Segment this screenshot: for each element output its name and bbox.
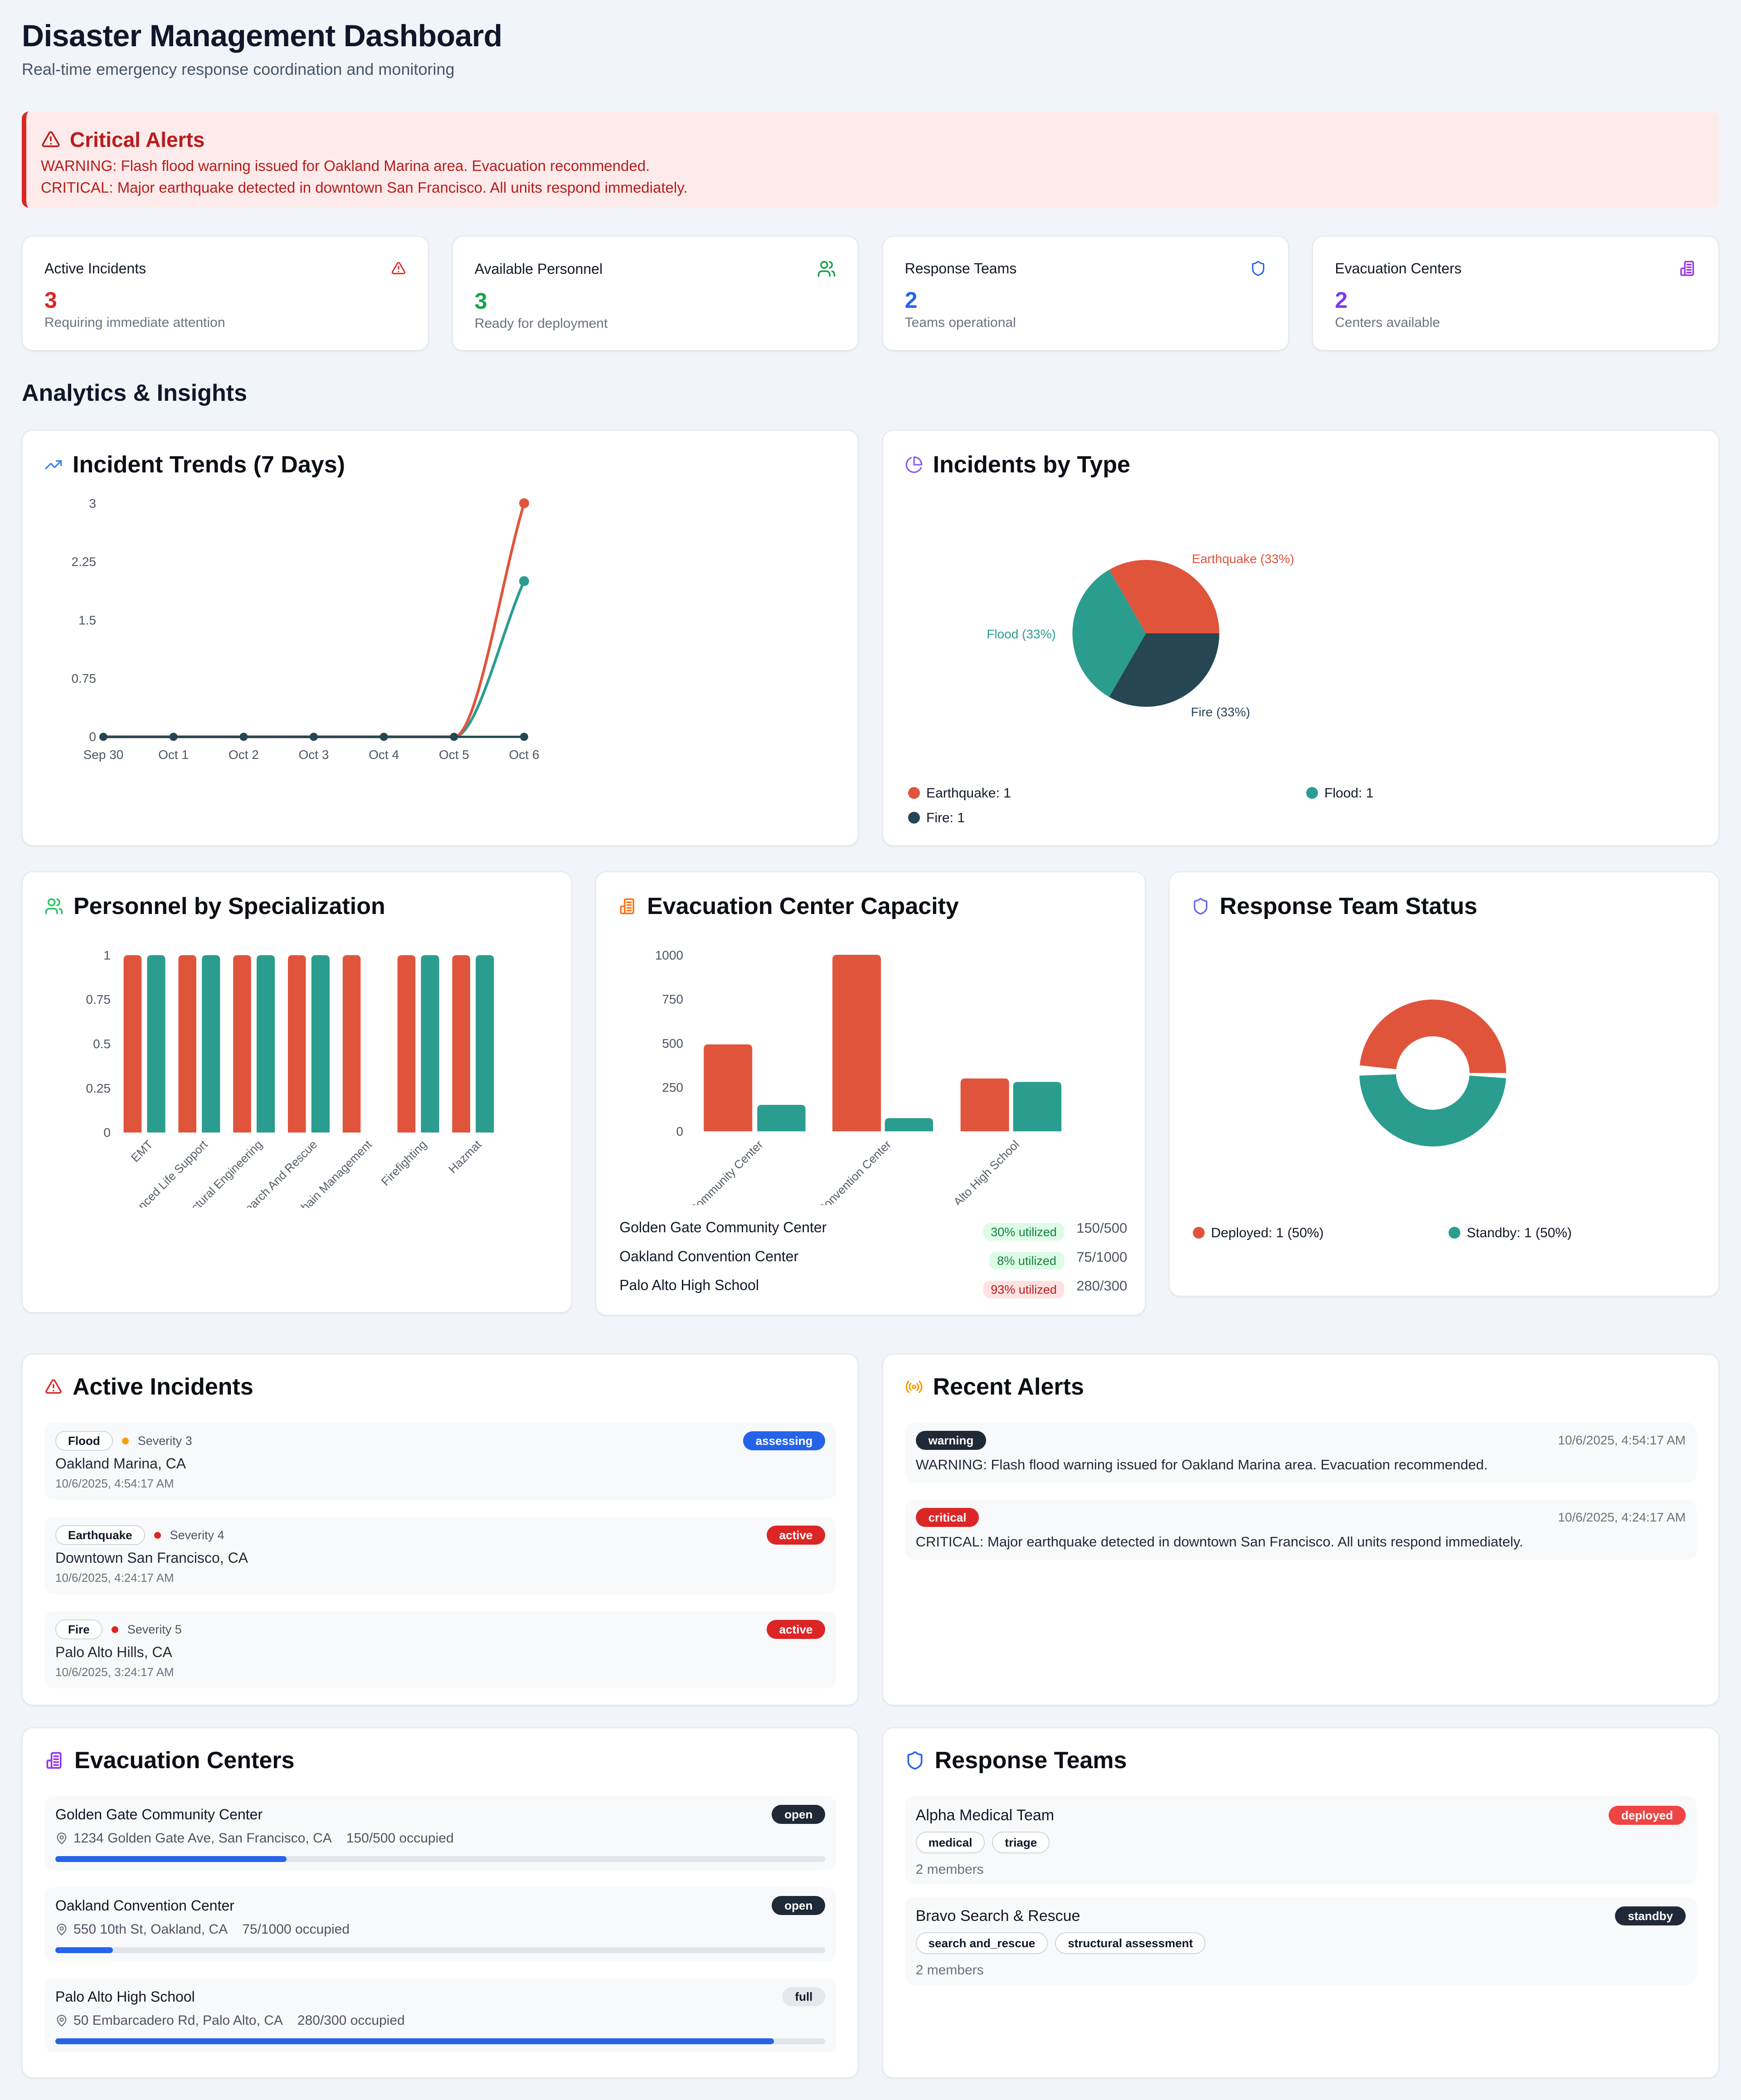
svg-text:1: 1: [103, 948, 111, 962]
svg-text:Oct 4: Oct 4: [369, 748, 399, 762]
svg-text:Deployed: 1 (50%): Deployed: 1 (50%): [1211, 1225, 1323, 1240]
svg-text:280/300: 280/300: [1076, 1278, 1127, 1293]
svg-text:Golden Gate Community Center: Golden Gate Community Center: [619, 1219, 827, 1235]
svg-text:30% utilized: 30% utilized: [991, 1225, 1057, 1239]
svg-text:Supply Chain Management: Supply Chain Management: [264, 1137, 375, 1248]
svg-text:0: 0: [89, 730, 96, 744]
svg-text:Sep 30: Sep 30: [83, 748, 124, 762]
svg-text:Oct 5: Oct 5: [439, 748, 469, 762]
svg-text:1.5: 1.5: [78, 613, 96, 627]
svg-text:Earthquake: 1: Earthquake: 1: [926, 786, 1011, 801]
svg-text:Palo Alto High School: Palo Alto High School: [932, 1138, 1022, 1227]
svg-text:75/1000: 75/1000: [1076, 1249, 1127, 1265]
svg-text:0.5: 0.5: [93, 1037, 111, 1051]
svg-text:Earthquake (33%): Earthquake (33%): [1191, 552, 1294, 566]
svg-text:2.25: 2.25: [72, 555, 97, 569]
svg-text:0.75: 0.75: [86, 992, 111, 1006]
svg-text:250: 250: [662, 1080, 683, 1094]
svg-text:Oct 2: Oct 2: [229, 748, 259, 762]
svg-text:Fire: 1: Fire: 1: [926, 811, 965, 826]
svg-text:0: 0: [676, 1124, 683, 1138]
svg-text:750: 750: [662, 992, 683, 1006]
svg-text:Standby: 1 (50%): Standby: 1 (50%): [1467, 1225, 1572, 1240]
svg-text:Flood (33%): Flood (33%): [987, 627, 1056, 641]
svg-text:Palo Alto High School: Palo Alto High School: [619, 1277, 759, 1293]
svg-text:Oct 1: Oct 1: [158, 748, 189, 762]
svg-text:0.25: 0.25: [86, 1081, 111, 1095]
svg-text:Oct 6: Oct 6: [509, 748, 540, 762]
svg-text:0: 0: [103, 1126, 111, 1140]
svg-text:Advanced Life Support: Advanced Life Support: [116, 1137, 210, 1231]
svg-text:Oct 3: Oct 3: [299, 748, 329, 762]
svg-text:1000: 1000: [655, 948, 683, 962]
svg-text:93% utilized: 93% utilized: [991, 1283, 1057, 1297]
svg-text:150/500: 150/500: [1076, 1220, 1127, 1236]
svg-text:Oakland Convention Center: Oakland Convention Center: [619, 1248, 798, 1264]
svg-text:500: 500: [662, 1036, 683, 1050]
svg-text:8% utilized: 8% utilized: [997, 1254, 1056, 1268]
svg-text:Hazmat: Hazmat: [446, 1137, 484, 1176]
svg-text:3: 3: [89, 496, 96, 510]
svg-text:Flood: 1: Flood: 1: [1324, 786, 1373, 801]
svg-text:0.75: 0.75: [72, 671, 97, 685]
svg-text:Fire (33%): Fire (33%): [1191, 705, 1250, 719]
svg-text:Firefighting: Firefighting: [379, 1138, 429, 1188]
svg-text:Golden Gate Community Center: Golden Gate Community Center: [637, 1138, 766, 1266]
svg-text:EMT: EMT: [128, 1138, 156, 1165]
